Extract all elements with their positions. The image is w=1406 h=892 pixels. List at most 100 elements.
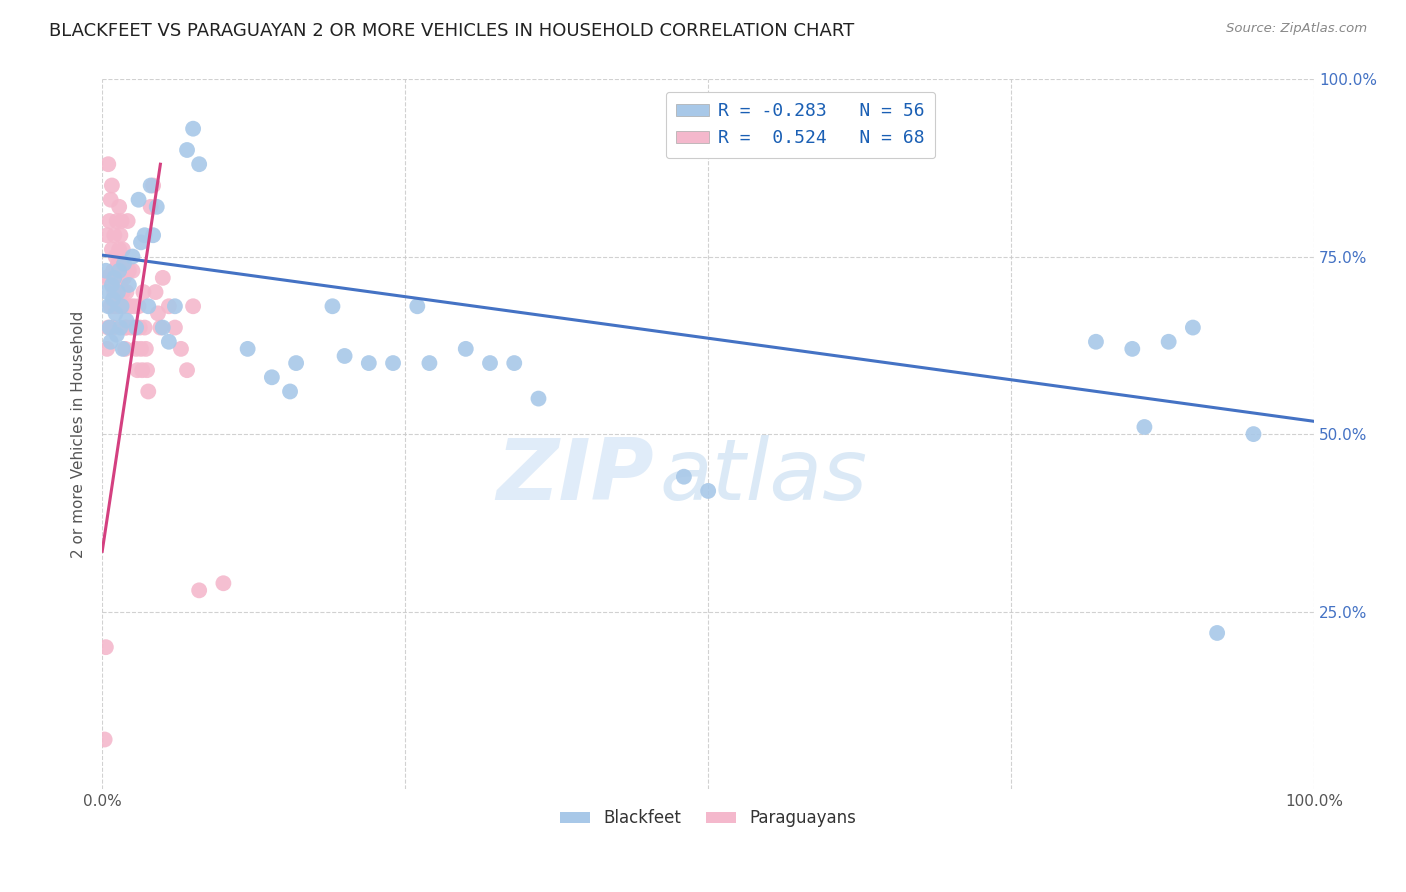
Point (101, 178, 124, 193)
Point (94, 640, 117, 655)
Point (98, 214, 121, 228)
Point (181, 299, 204, 313)
Point (142, 228, 165, 243)
Point (105, 270, 128, 285)
Point (105, 327, 128, 342)
Text: BLACKFEET VS PARAGUAYAN 2 OR MORE VEHICLES IN HOUSEHOLD CORRELATION CHART: BLACKFEET VS PARAGUAYAN 2 OR MORE VEHICL… (49, 22, 855, 40)
Point (128, 299, 150, 313)
Point (96, 228, 118, 243)
Point (454, 342, 477, 356)
Point (1243, 427, 1265, 442)
Point (103, 270, 125, 285)
Point (129, 235, 152, 250)
Point (122, 299, 145, 313)
Point (110, 228, 132, 243)
Point (1181, 320, 1204, 334)
Point (152, 270, 174, 285)
Point (96, 342, 118, 356)
Point (157, 334, 180, 349)
Point (117, 214, 139, 228)
Y-axis label: 2 or more Vehicles in Household: 2 or more Vehicles in Household (72, 310, 86, 558)
Point (98, 320, 121, 334)
Point (120, 299, 142, 313)
Point (503, 356, 526, 370)
Point (105, 214, 128, 228)
Point (110, 257, 132, 271)
Point (134, 320, 156, 334)
Text: ZIP: ZIP (496, 435, 654, 518)
Point (129, 342, 152, 356)
Point (163, 299, 186, 313)
Point (115, 285, 138, 299)
Text: atlas: atlas (659, 435, 868, 518)
Point (139, 200, 162, 214)
Point (107, 285, 129, 299)
Point (357, 356, 380, 370)
Point (697, 483, 720, 498)
Point (527, 392, 550, 406)
Point (333, 349, 356, 363)
Point (93, 732, 115, 747)
Point (142, 178, 165, 193)
Point (139, 178, 162, 193)
Point (145, 285, 167, 299)
Point (121, 250, 143, 264)
Point (135, 342, 157, 356)
Point (114, 342, 136, 356)
Point (94, 270, 117, 285)
Point (188, 157, 211, 171)
Point (100, 299, 122, 313)
Point (136, 299, 159, 313)
Point (212, 576, 235, 591)
Point (100, 334, 122, 349)
Point (260, 370, 283, 384)
Point (101, 264, 124, 278)
Point (118, 277, 141, 292)
Point (111, 285, 134, 299)
Point (112, 270, 135, 285)
Point (479, 356, 502, 370)
Point (1133, 420, 1156, 434)
Point (145, 200, 167, 214)
Point (124, 320, 146, 334)
Point (112, 299, 135, 313)
Point (97, 299, 120, 313)
Point (136, 384, 159, 399)
Text: Source: ZipAtlas.com: Source: ZipAtlas.com (1226, 22, 1367, 36)
Point (100, 193, 122, 207)
Point (1157, 334, 1180, 349)
Point (120, 320, 142, 334)
Point (112, 257, 135, 271)
Point (104, 306, 127, 320)
Point (107, 257, 129, 271)
Point (101, 277, 124, 292)
Point (101, 320, 124, 334)
Point (176, 363, 198, 377)
Point (128, 320, 150, 334)
Point (114, 320, 136, 334)
Point (101, 243, 124, 257)
Point (110, 214, 132, 228)
Point (108, 200, 131, 214)
Point (125, 320, 148, 334)
Point (121, 264, 143, 278)
Point (149, 320, 172, 334)
Point (108, 243, 131, 257)
Point (1206, 626, 1229, 640)
Point (111, 243, 134, 257)
Point (672, 469, 695, 483)
Point (98, 270, 121, 285)
Point (115, 313, 138, 327)
Point (1121, 342, 1143, 356)
Point (104, 250, 127, 264)
Point (108, 264, 131, 278)
Point (128, 193, 150, 207)
Point (107, 299, 129, 313)
Point (96, 285, 118, 299)
Point (163, 320, 186, 334)
Legend: Blackfeet, Paraguayans: Blackfeet, Paraguayans (554, 803, 863, 834)
Point (127, 363, 149, 377)
Point (236, 342, 259, 356)
Point (152, 320, 174, 334)
Point (97, 157, 120, 171)
